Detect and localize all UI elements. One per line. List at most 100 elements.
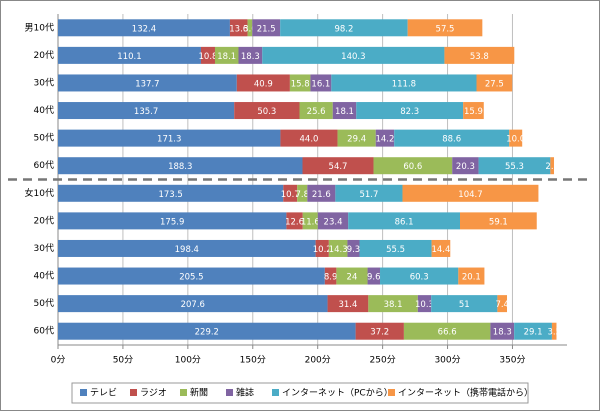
value-label: 29.4 [347, 135, 366, 145]
legend-swatch [272, 389, 279, 396]
bar-segment [347, 239, 360, 257]
value-label: 15.8 [291, 79, 310, 89]
value-label: 21.6 [312, 190, 331, 200]
bar-segment [458, 267, 485, 285]
value-label: 7.8 [295, 190, 309, 200]
bar-segment [238, 46, 263, 64]
value-label: 10.7 [281, 190, 300, 200]
value-label: 14.4 [431, 245, 450, 255]
x-tick-label: 50分 [113, 355, 133, 366]
value-label: 88.6 [442, 135, 461, 145]
value-label: 51.7 [359, 190, 378, 200]
bar-segment [331, 74, 477, 92]
bar-segment [417, 295, 432, 313]
y-tick-label: 30代 [34, 243, 54, 254]
value-label: 27.5 [485, 79, 504, 89]
value-label: 38.1 [384, 300, 403, 310]
bar-segment [315, 239, 329, 257]
bar-segment [368, 295, 418, 313]
bar-segment [478, 157, 551, 175]
value-label: 14.2 [375, 135, 394, 145]
x-tick-label: 300分 [434, 355, 460, 366]
legend-swatch [226, 389, 233, 396]
value-label: 229.2 [195, 328, 219, 338]
value-label: 66.6 [438, 328, 457, 338]
bar-segment [310, 74, 332, 92]
bar-segment [58, 46, 201, 64]
bar-segment [58, 267, 325, 285]
bar-segment [317, 212, 349, 230]
bar-segment [324, 267, 337, 285]
value-label: 9.6 [367, 273, 381, 283]
bar-segment [200, 46, 215, 64]
legend-swatch [180, 389, 187, 396]
legend-label: 新聞 [190, 387, 208, 399]
bar-segment [407, 19, 483, 37]
bar-segment [509, 129, 523, 147]
legend-label: ラジオ [140, 388, 167, 399]
bar-segment [332, 102, 357, 120]
y-tick-label: 20代 [34, 50, 54, 61]
value-label: 171.3 [157, 135, 181, 145]
x-tick-label: 100分 [175, 355, 201, 366]
value-label: 198.4 [175, 245, 199, 255]
bar-segment [299, 102, 333, 120]
x-tick-label: 0分 [51, 355, 66, 366]
bar-segment [452, 157, 479, 175]
x-tick-label: 250分 [370, 355, 396, 366]
value-label: 10.8 [199, 52, 218, 62]
value-label: 53.8 [470, 52, 489, 62]
value-label: 15.9 [464, 107, 483, 117]
bar-segment [335, 184, 403, 202]
bar-segment [262, 46, 445, 64]
bar-segment [490, 322, 515, 340]
bar-segment [367, 267, 381, 285]
y-tick-label: 40代 [34, 105, 54, 116]
bar-segment [247, 19, 253, 37]
value-label: 173.5 [158, 190, 182, 200]
y-tick-label: 60代 [34, 326, 54, 337]
bar-segment [328, 239, 348, 257]
bar-segment [402, 184, 539, 202]
value-label: 59.1 [489, 217, 508, 227]
value-label: 7.4 [495, 300, 509, 310]
value-label: 9.3 [347, 245, 361, 255]
bar-segment [327, 295, 369, 313]
bar-segment [283, 184, 298, 202]
x-tick-label: 350分 [499, 355, 525, 366]
value-label: 14.3 [329, 245, 348, 255]
y-tick-label: 女10代 [25, 187, 54, 199]
value-label: 55.3 [505, 162, 524, 172]
bar-segment [58, 322, 356, 340]
value-label: 2.8 [545, 162, 559, 172]
value-label: 11.6 [301, 217, 320, 227]
bar-segment [280, 19, 408, 37]
value-label: 20.3 [456, 162, 475, 172]
value-label: 25.6 [307, 107, 326, 117]
y-tick-label: 男10代 [25, 22, 54, 33]
bar-segment [58, 184, 284, 202]
bar-segment [58, 212, 287, 230]
bar-segment [551, 322, 557, 340]
bar-segment [373, 157, 453, 175]
bar-segment [476, 74, 513, 92]
value-label: 16.1 [311, 79, 330, 89]
legend-label: テレビ [90, 388, 117, 399]
bar-segment [375, 129, 395, 147]
value-label: 175.9 [160, 217, 184, 227]
bar-segment [58, 19, 230, 37]
value-label: 111.8 [392, 79, 416, 89]
value-label: 135.7 [134, 107, 158, 117]
bar-segment [252, 19, 281, 37]
legend-label: 雑誌 [236, 387, 254, 399]
bar-segment [58, 102, 235, 120]
y-tick-label: 60代 [34, 160, 54, 171]
bar-segment [58, 157, 303, 175]
bar-segment [286, 212, 303, 230]
bar-segment [214, 46, 239, 64]
value-label: 29.1 [524, 328, 543, 338]
legend-label: インターネット（携帯電話から） [398, 387, 533, 399]
bar-segment [514, 322, 552, 340]
